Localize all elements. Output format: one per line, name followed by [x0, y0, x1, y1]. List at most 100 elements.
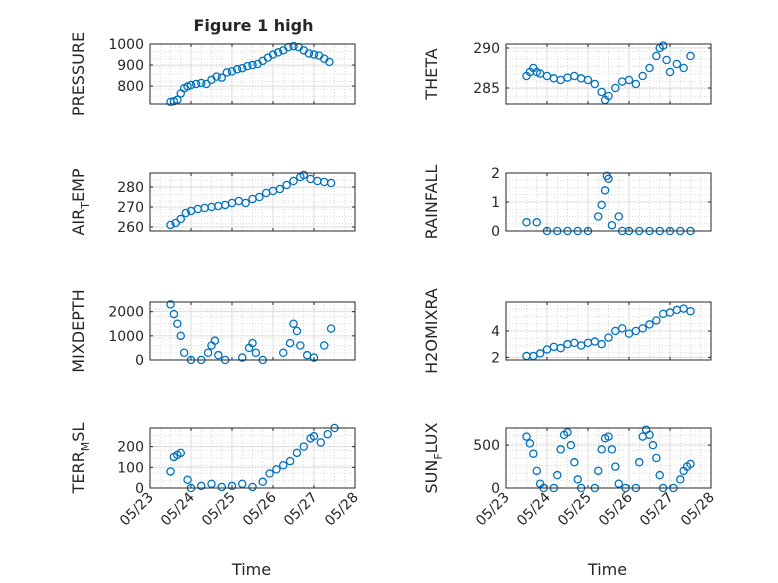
data-point	[607, 220, 617, 230]
data-point	[326, 324, 336, 333]
data-point	[292, 326, 302, 336]
data-point	[299, 442, 308, 451]
data-point	[556, 445, 565, 454]
data-point	[166, 220, 175, 230]
data-point	[570, 458, 579, 467]
data-point	[665, 67, 675, 77]
data-point	[273, 48, 283, 57]
data-point	[655, 470, 665, 480]
x-tick-label: 05/26	[596, 489, 636, 529]
data-point	[597, 200, 606, 210]
y-axis-label: PRESSURE	[69, 32, 88, 116]
data-point	[232, 65, 242, 74]
data-point	[604, 432, 613, 441]
panel-h2omixra: 2 4 H2OMIXRA	[422, 288, 712, 374]
data-point	[251, 348, 261, 357]
y-axis-label: MIXDEPTH	[69, 289, 88, 372]
data-point	[522, 218, 531, 227]
data-point	[532, 466, 542, 476]
x-axis-label: Time	[587, 560, 627, 579]
data-point	[597, 87, 606, 97]
data-point	[648, 440, 658, 450]
y-tick-label: 0	[491, 224, 500, 240]
y-tick-label: 270	[117, 200, 144, 216]
data-point	[563, 428, 572, 437]
data-point	[166, 300, 175, 309]
y-tick-label: 900	[117, 58, 144, 74]
data-point	[556, 343, 565, 353]
data-point	[604, 91, 613, 101]
y-tick-label: 200	[117, 440, 144, 456]
data-point	[202, 79, 211, 89]
data-point	[676, 475, 685, 484]
x-tick-label: 05/28	[322, 490, 362, 530]
data-point	[203, 348, 213, 357]
data-point	[255, 192, 264, 202]
data-point	[289, 41, 298, 51]
data-point	[309, 50, 319, 59]
data-point	[597, 445, 606, 454]
data-point	[217, 73, 226, 82]
axes-box	[149, 301, 356, 361]
data-point	[594, 466, 603, 476]
data-point	[258, 477, 267, 487]
data-point	[243, 61, 252, 71]
data-point	[292, 448, 302, 458]
x-tick-label: 05/25	[199, 490, 239, 530]
x-tick-label: 05/27	[637, 490, 677, 530]
data-point	[196, 78, 206, 88]
axes-box	[505, 427, 712, 489]
data-point	[237, 353, 247, 362]
data-point	[237, 63, 247, 73]
data-point	[624, 75, 634, 85]
x-tick-label: 05/24	[158, 489, 198, 529]
y-tick-label: 2000	[108, 305, 144, 321]
data-point	[214, 350, 223, 360]
x-tick-label: 05/26	[240, 489, 280, 529]
data-point	[645, 63, 654, 73]
data-point	[309, 353, 319, 362]
data-point	[597, 339, 606, 349]
data-point	[296, 341, 305, 350]
panel-pressure: 800 900 1000 PRESSURE Figure 1 high	[69, 16, 356, 116]
data-point	[645, 320, 654, 329]
panel-rainfall: 0 1 2 RAINFALL	[422, 165, 712, 240]
data-point	[611, 462, 620, 471]
y-tick-label: 290	[473, 41, 500, 57]
data-point	[237, 479, 247, 489]
y-axis-label: AIRTEMP	[69, 168, 92, 235]
data-point	[173, 95, 182, 105]
axes-box	[149, 43, 356, 105]
data-point	[662, 55, 671, 65]
data-point	[323, 429, 332, 439]
data-point	[522, 432, 531, 441]
data-point	[611, 83, 620, 93]
data-point	[638, 324, 647, 333]
data-point	[272, 465, 281, 474]
data-point	[645, 430, 654, 440]
data-point	[635, 458, 644, 467]
data-point	[532, 218, 542, 227]
y-tick-label: 2	[491, 350, 500, 366]
data-point	[600, 186, 610, 195]
data-point	[278, 460, 288, 470]
y-tick-label: 0	[135, 353, 144, 369]
y-tick-label: 0	[491, 481, 500, 497]
data-point	[604, 174, 613, 184]
data-point	[222, 68, 232, 77]
data-point	[573, 475, 583, 484]
axes-box	[149, 172, 356, 232]
data-point	[316, 438, 326, 447]
y-tick-label: 500	[473, 438, 500, 454]
data-point	[686, 459, 695, 469]
data-point	[217, 482, 226, 492]
y-tick-label: 1000	[108, 37, 144, 53]
data-point	[309, 432, 319, 441]
data-point	[607, 445, 617, 454]
data-point	[590, 79, 600, 89]
data-point	[227, 67, 237, 76]
data-point	[652, 453, 661, 463]
x-axis-label: Time	[231, 560, 271, 579]
data-point	[604, 333, 613, 342]
data-point	[553, 470, 562, 480]
